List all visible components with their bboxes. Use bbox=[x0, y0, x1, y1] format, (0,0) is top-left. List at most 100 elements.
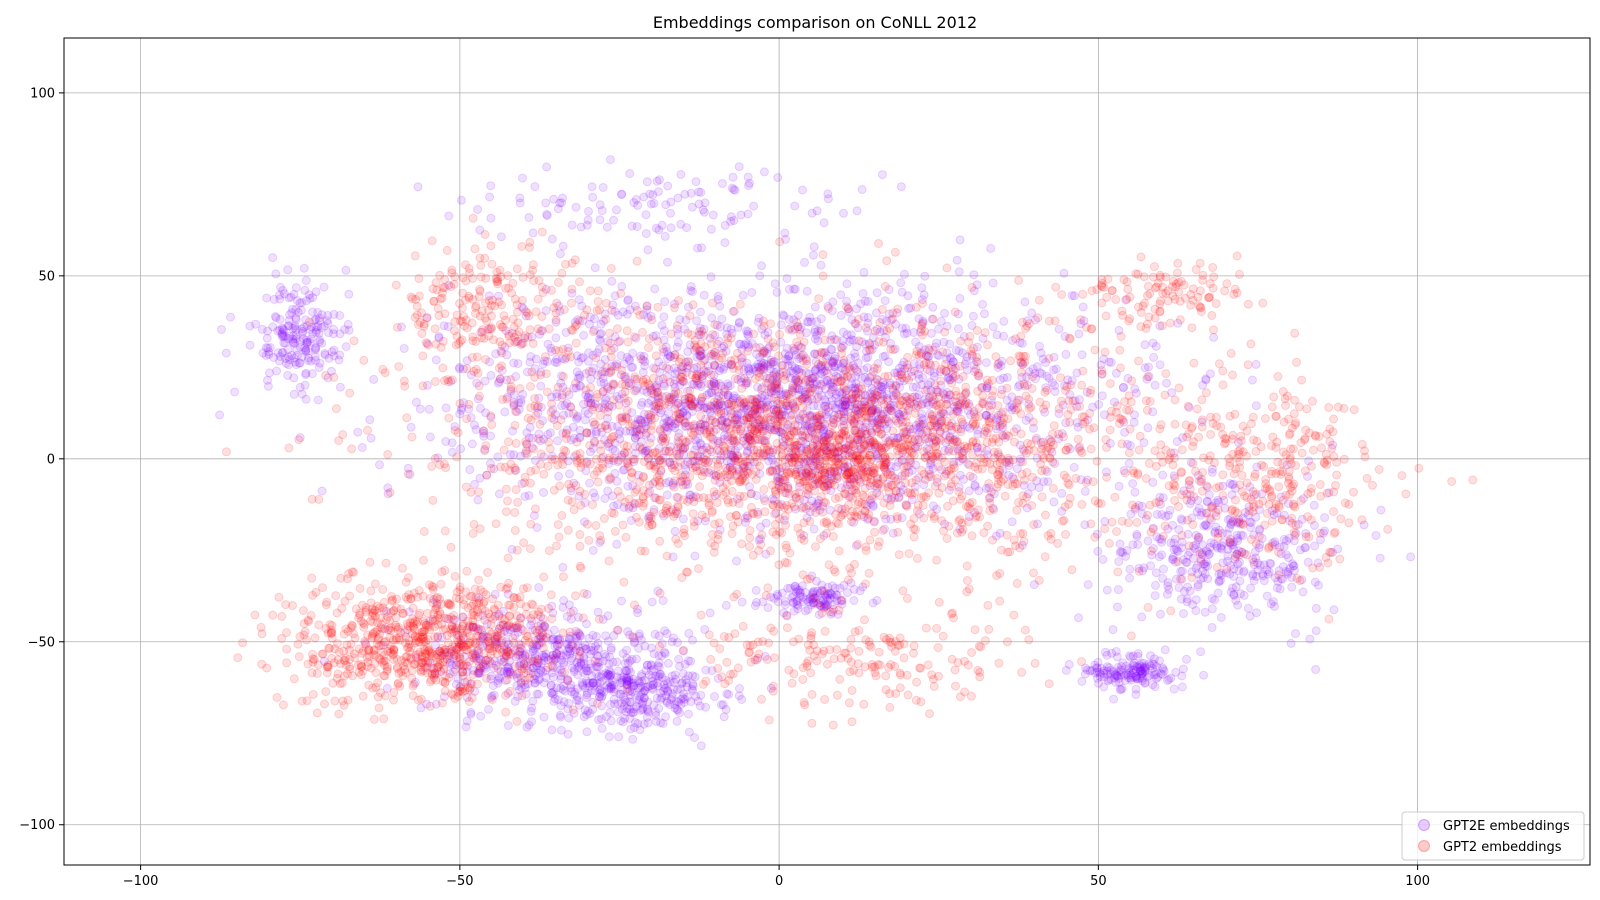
data-point bbox=[1169, 545, 1179, 554]
data-point bbox=[860, 296, 870, 306]
data-point bbox=[627, 221, 637, 231]
data-point bbox=[554, 471, 564, 481]
data-point bbox=[1030, 315, 1040, 325]
data-point bbox=[945, 339, 955, 349]
data-point bbox=[902, 360, 912, 370]
data-point bbox=[684, 628, 694, 638]
data-point bbox=[1376, 505, 1386, 515]
data-point bbox=[1056, 396, 1066, 406]
data-point bbox=[500, 407, 510, 417]
data-point bbox=[673, 638, 682, 647]
data-point bbox=[547, 234, 557, 244]
data-point bbox=[953, 324, 963, 334]
data-point bbox=[881, 333, 890, 342]
data-point bbox=[601, 393, 611, 403]
data-point bbox=[1108, 625, 1118, 635]
data-point bbox=[897, 287, 907, 297]
data-point bbox=[822, 528, 832, 538]
data-point bbox=[919, 513, 929, 523]
data-point bbox=[865, 441, 874, 451]
data-point bbox=[954, 374, 964, 384]
data-point bbox=[728, 172, 738, 182]
data-point bbox=[714, 366, 724, 376]
data-point bbox=[900, 470, 910, 480]
data-point bbox=[245, 340, 255, 350]
data-point bbox=[1266, 559, 1276, 569]
data-point bbox=[465, 465, 475, 475]
data-point bbox=[827, 385, 837, 395]
data-point bbox=[687, 287, 697, 297]
data-point bbox=[799, 337, 809, 347]
data-point bbox=[842, 330, 852, 340]
data-point bbox=[759, 436, 769, 446]
data-point bbox=[499, 445, 509, 455]
data-point bbox=[948, 357, 958, 367]
data-point bbox=[766, 355, 776, 365]
data-point bbox=[1028, 417, 1038, 427]
data-point bbox=[625, 656, 635, 666]
data-point bbox=[896, 182, 906, 192]
data-point bbox=[877, 170, 887, 180]
data-point bbox=[918, 316, 928, 326]
data-point bbox=[802, 286, 812, 296]
data-point bbox=[985, 506, 995, 516]
data-point bbox=[843, 588, 852, 598]
data-point bbox=[230, 387, 240, 397]
data-point bbox=[307, 369, 317, 379]
data-point bbox=[1291, 629, 1300, 639]
data-point bbox=[1077, 500, 1087, 509]
data-point bbox=[513, 359, 523, 369]
data-point bbox=[534, 583, 544, 592]
data-point bbox=[781, 488, 791, 498]
data-point bbox=[530, 394, 540, 403]
data-point bbox=[1246, 339, 1256, 349]
data-point bbox=[587, 367, 597, 377]
data-point bbox=[501, 484, 511, 494]
data-point bbox=[606, 474, 616, 484]
data-points bbox=[215, 155, 1478, 751]
data-point bbox=[996, 389, 1006, 399]
data-point bbox=[881, 514, 891, 524]
data-point bbox=[357, 443, 367, 452]
data-point bbox=[797, 394, 807, 404]
data-point bbox=[902, 593, 912, 603]
data-point bbox=[882, 256, 892, 266]
data-point bbox=[676, 170, 686, 179]
data-point bbox=[584, 535, 594, 545]
data-point bbox=[399, 344, 409, 353]
data-point bbox=[1309, 500, 1319, 510]
data-point bbox=[1029, 520, 1039, 530]
data-point bbox=[287, 308, 297, 318]
data-point bbox=[704, 388, 714, 398]
data-point bbox=[1298, 587, 1308, 597]
data-point bbox=[1177, 682, 1187, 692]
data-point bbox=[954, 346, 964, 356]
data-point bbox=[1169, 684, 1179, 694]
data-point bbox=[261, 343, 271, 353]
data-point bbox=[630, 386, 640, 396]
data-point bbox=[879, 326, 889, 335]
data-point bbox=[880, 281, 890, 291]
data-point bbox=[591, 521, 601, 530]
data-point bbox=[1262, 591, 1272, 601]
data-point bbox=[857, 185, 867, 194]
data-point bbox=[1216, 613, 1226, 622]
data-point bbox=[714, 387, 723, 397]
data-point bbox=[696, 307, 705, 317]
data-point bbox=[928, 302, 938, 312]
data-point bbox=[588, 546, 598, 555]
data-point bbox=[1177, 566, 1187, 576]
data-point bbox=[609, 215, 618, 225]
data-point bbox=[662, 551, 672, 561]
data-point bbox=[1246, 583, 1256, 593]
data-point bbox=[977, 443, 987, 453]
data-point bbox=[737, 695, 747, 704]
data-point bbox=[751, 397, 761, 407]
data-point bbox=[786, 410, 796, 420]
data-point bbox=[727, 359, 737, 369]
data-point bbox=[257, 324, 267, 334]
data-point bbox=[811, 542, 820, 552]
data-point bbox=[833, 373, 843, 382]
data-point bbox=[604, 684, 614, 694]
